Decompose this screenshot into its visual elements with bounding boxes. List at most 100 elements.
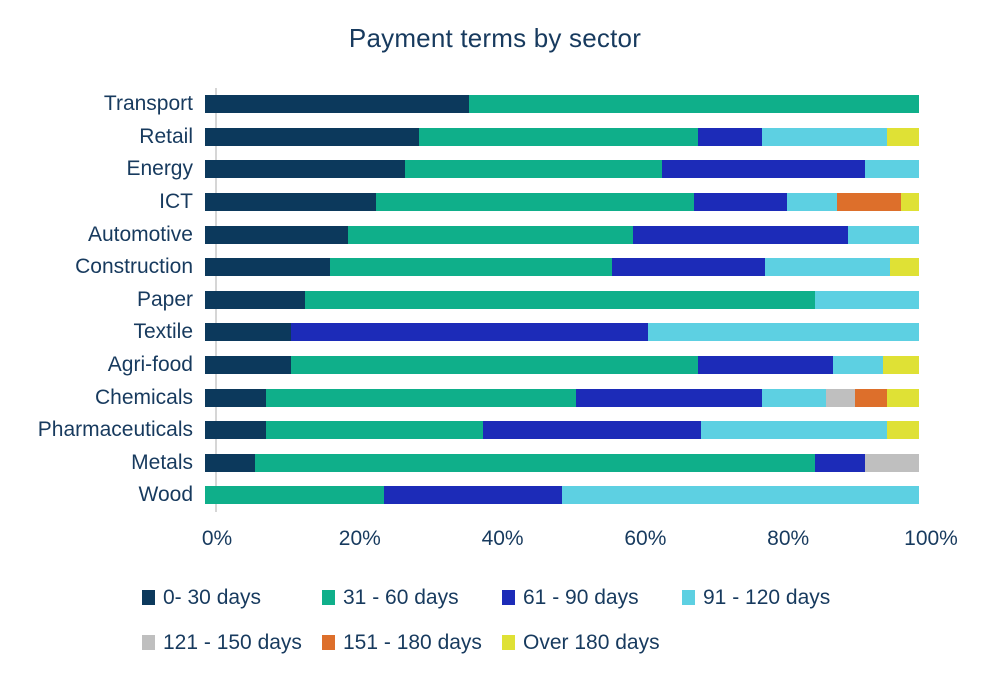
category-label: Energy [126,157,193,181]
chart-row: Wood [0,479,1000,512]
legend-item: 61 - 90 days [502,582,682,613]
stacked-bar [205,453,919,472]
bar-segment [329,258,612,277]
bar-segment [205,225,348,244]
stacked-bar [205,290,919,309]
legend-swatch-icon [502,635,515,650]
stacked-bar [205,160,919,179]
chart-row: Metals [0,447,1000,480]
category-label: Metals [131,450,193,474]
bar-segment [761,127,887,146]
legend-swatch-icon [502,590,515,605]
bar-segment [697,127,762,146]
stacked-bar [205,258,919,277]
legend-swatch-icon [142,635,155,650]
bar-segment [865,453,919,472]
bar-segment [205,453,255,472]
bar-segment [205,323,291,342]
bar-segment [205,388,266,407]
x-tick-label: 0% [201,527,233,550]
category-label: ICT [159,190,193,214]
bar-segment [901,193,919,212]
category-label: Retail [139,124,193,148]
bar-segment [265,421,484,440]
bar-segment [886,388,919,407]
x-tick-label: 40% [481,527,524,550]
bar-segment [890,258,919,277]
bar-segment [694,193,787,212]
stacked-bar [205,225,919,244]
bar-segment [347,225,634,244]
chart-row: Textile [0,316,1000,349]
bar-segment [404,160,662,179]
bar-segment [205,160,405,179]
bar-segment [661,160,866,179]
legend-label: Over 180 days [523,630,660,654]
bar-segment [883,356,919,375]
legend-swatch-icon [322,635,335,650]
bar-segment [205,193,377,212]
chart-row: Transport [0,88,1000,121]
bar-segment [765,258,891,277]
legend-item: Over 180 days [502,627,682,658]
legend-label: 121 - 150 days [163,630,302,654]
bar-segment [383,486,562,505]
bar-segment [833,356,884,375]
bar-segment [854,388,887,407]
chart-row: Energy [0,153,1000,186]
stacked-bar [205,95,919,114]
bar-segment [576,388,762,407]
bar-segment [205,356,291,375]
legend-swatch-icon [682,590,695,605]
bar-segment [205,421,266,440]
bar-segment [205,290,305,309]
category-label: Textile [133,320,193,344]
bar-segment [647,323,919,342]
category-label: Paper [136,287,193,311]
legend-swatch-icon [322,590,335,605]
bar-segment [847,225,919,244]
bar-segment [469,95,919,114]
legend-item: 91 - 120 days [682,582,862,613]
bar-segment [419,127,698,146]
bar-segment [761,388,827,407]
legend-label: 31 - 60 days [343,585,459,609]
stacked-bar [205,193,919,212]
legend-label: 91 - 120 days [703,585,831,609]
legend-swatch-icon [142,590,155,605]
stacked-bar [205,421,919,440]
legend-item: 0- 30 days [142,582,322,613]
bar-segment [265,388,577,407]
bar-segment [633,225,848,244]
category-label: Transport [103,92,193,116]
bar-segment [254,453,816,472]
chart-row: Agri-food [0,349,1000,382]
legend-item: 31 - 60 days [322,582,502,613]
bar-segment [205,258,330,277]
stacked-bar [205,127,919,146]
stacked-bar [205,356,919,375]
bar-segment [562,486,919,505]
bar-segment [304,290,816,309]
chart-title: Payment terms by sector [348,23,642,53]
legend-label: 151 - 180 days [343,630,482,654]
x-tick-label: 20% [338,527,381,550]
bar-segment [815,290,919,309]
category-label: Pharmaceuticals [37,418,193,442]
plot-rows: Transport Retail Energy ICT Automotive Constr… [0,88,1000,512]
bar-segment [886,127,919,146]
chart-row: ICT [0,186,1000,219]
legend: 0- 30 days 31 - 60 days 61 - 90 days 91 - 1… [142,582,882,658]
bar-segment [290,356,698,375]
legend-item: 151 - 180 days [322,627,502,658]
stacked-bar [205,388,919,407]
bar-segment [865,160,919,179]
bar-segment [611,258,766,277]
category-label: Automotive [87,222,193,246]
category-label: Construction [75,255,193,279]
stacked-bar [205,486,919,505]
bar-segment [701,421,887,440]
stacked-bar [205,323,919,342]
bar-segment [376,193,695,212]
